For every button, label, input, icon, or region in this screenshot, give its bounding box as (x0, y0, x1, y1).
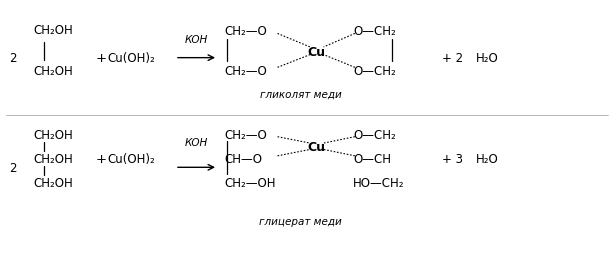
Text: CH₂OH: CH₂OH (34, 177, 74, 189)
Text: +: + (95, 152, 106, 165)
Text: 2: 2 (9, 52, 17, 65)
Text: CH₂OH: CH₂OH (34, 152, 74, 165)
Text: глицерат меди: глицерат меди (260, 216, 342, 226)
Text: H₂O: H₂O (476, 52, 499, 65)
Text: O—CH: O—CH (353, 152, 391, 165)
Text: + 3: + 3 (442, 152, 463, 165)
Text: Cu: Cu (307, 46, 325, 58)
Text: CH—O: CH—O (224, 152, 262, 165)
Text: O—CH₂: O—CH₂ (353, 65, 396, 77)
Text: Cu(OH)₂: Cu(OH)₂ (107, 52, 155, 65)
Text: КОН: КОН (185, 137, 208, 147)
Text: CH₂—OH: CH₂—OH (224, 177, 276, 189)
Text: Cu(OH)₂: Cu(OH)₂ (107, 152, 155, 165)
Text: CH₂OH: CH₂OH (34, 128, 74, 141)
Text: CH₂OH: CH₂OH (34, 65, 74, 77)
Text: H₂O: H₂O (476, 152, 499, 165)
Text: 2: 2 (9, 161, 17, 174)
Text: CH₂—O: CH₂—O (224, 65, 267, 77)
Text: CH₂—O: CH₂—O (224, 25, 267, 38)
Text: КОН: КОН (185, 34, 208, 44)
Text: + 2: + 2 (442, 52, 463, 65)
Text: +: + (95, 52, 106, 65)
Text: HO—CH₂: HO—CH₂ (353, 177, 405, 189)
Text: CH₂OH: CH₂OH (34, 24, 74, 37)
Text: гликолят меди: гликолят меди (260, 89, 342, 99)
Text: CH₂—O: CH₂—O (224, 128, 267, 141)
Text: Cu: Cu (307, 140, 325, 153)
Text: O—CH₂: O—CH₂ (353, 128, 396, 141)
Text: O—CH₂: O—CH₂ (353, 25, 396, 38)
